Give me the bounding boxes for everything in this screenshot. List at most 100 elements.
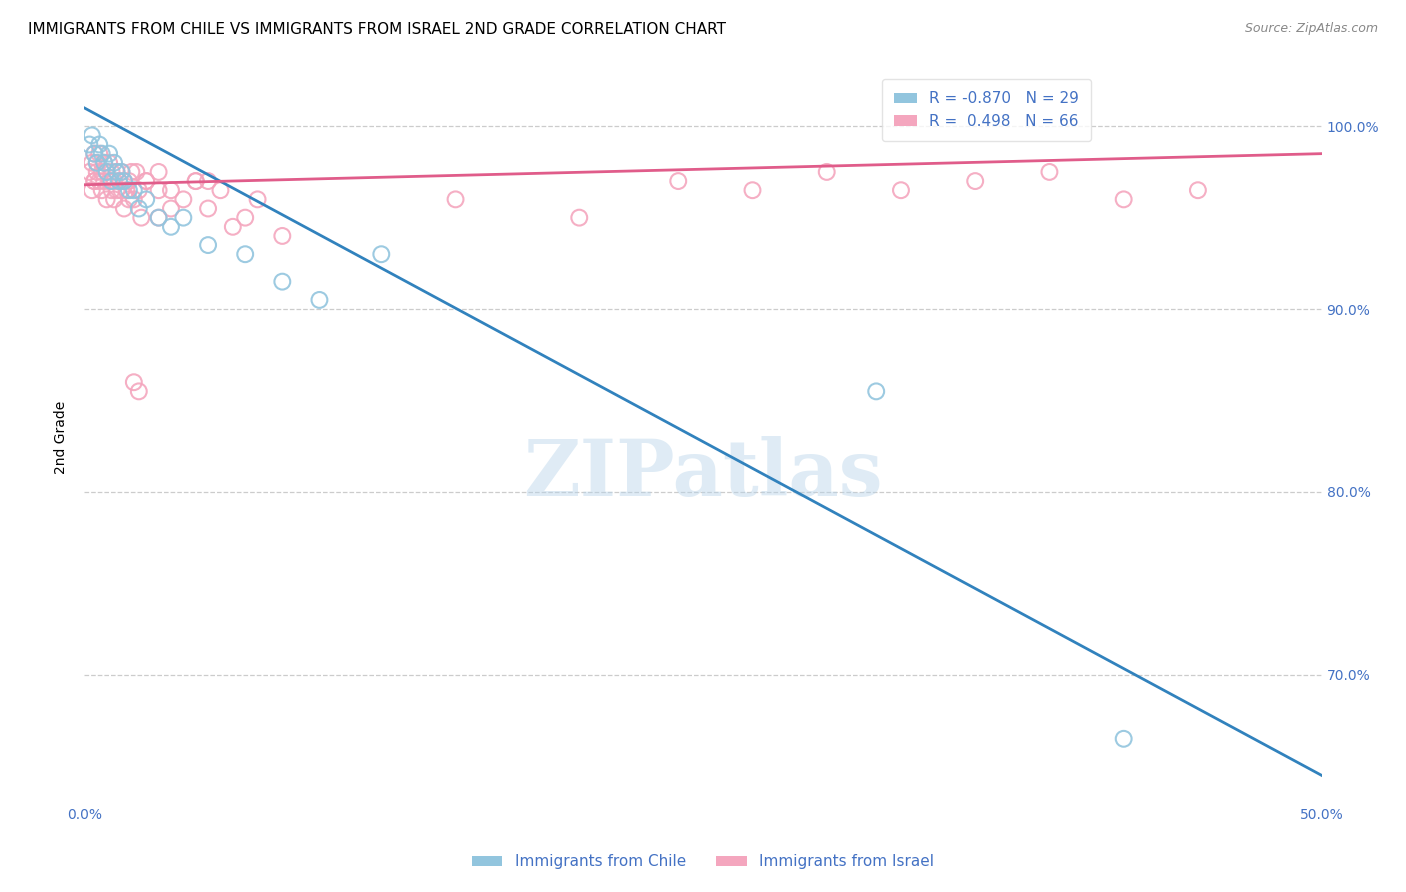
Point	[105, 165, 128, 179]
Point	[96, 193, 118, 207]
Point	[135, 174, 157, 188]
Point	[122, 183, 145, 197]
Point	[118, 193, 141, 207]
Point	[108, 174, 131, 188]
Point	[103, 156, 125, 170]
Point	[89, 174, 111, 188]
Point	[172, 211, 194, 225]
Point	[90, 165, 112, 179]
Point	[233, 247, 256, 261]
Point	[1187, 183, 1209, 197]
Point	[93, 174, 115, 188]
Point	[125, 165, 148, 179]
Legend: R = -0.870   N = 29, R =  0.498   N = 66: R = -0.870 N = 29, R = 0.498 N = 66	[882, 79, 1091, 141]
Point	[148, 211, 170, 225]
Legend: Immigrants from Chile, Immigrants from Israel: Immigrants from Chile, Immigrants from I…	[465, 848, 941, 875]
Point	[89, 137, 111, 152]
Point	[568, 211, 591, 225]
Point	[93, 156, 115, 170]
Point	[370, 247, 392, 261]
Point	[118, 174, 141, 188]
Point	[222, 219, 245, 234]
Point	[83, 174, 105, 188]
Point	[120, 165, 142, 179]
Point	[122, 376, 145, 390]
Point	[172, 193, 194, 207]
Y-axis label: 2nd Grade: 2nd Grade	[55, 401, 69, 474]
Point	[118, 183, 141, 197]
Point	[233, 211, 256, 225]
Point	[103, 193, 125, 207]
Point	[79, 137, 101, 152]
Point	[160, 183, 183, 197]
Point	[209, 183, 232, 197]
Point	[128, 202, 150, 216]
Point	[110, 165, 132, 179]
Point	[741, 183, 763, 197]
Point	[444, 193, 467, 207]
Point	[80, 183, 103, 197]
Point	[197, 174, 219, 188]
Point	[148, 183, 170, 197]
Point	[90, 146, 112, 161]
Point	[98, 156, 121, 170]
Text: IMMIGRANTS FROM CHILE VS IMMIGRANTS FROM ISRAEL 2ND GRADE CORRELATION CHART: IMMIGRANTS FROM CHILE VS IMMIGRANTS FROM…	[28, 22, 725, 37]
Point	[128, 183, 150, 197]
Point	[815, 165, 838, 179]
Point	[96, 165, 118, 179]
Point	[96, 165, 118, 179]
Point	[108, 174, 131, 188]
Point	[135, 174, 157, 188]
Point	[160, 219, 183, 234]
Point	[110, 165, 132, 179]
Point	[112, 174, 135, 188]
Point	[100, 165, 122, 179]
Point	[148, 211, 170, 225]
Text: Source: ZipAtlas.com: Source: ZipAtlas.com	[1244, 22, 1378, 36]
Point	[112, 202, 135, 216]
Point	[86, 165, 108, 179]
Point	[105, 165, 128, 179]
Point	[112, 174, 135, 188]
Point	[98, 146, 121, 161]
Point	[666, 174, 689, 188]
Point	[246, 193, 269, 207]
Point	[184, 174, 207, 188]
Point	[197, 202, 219, 216]
Point	[129, 211, 152, 225]
Point	[197, 238, 219, 252]
Point	[128, 384, 150, 399]
Point	[115, 183, 138, 197]
Point	[89, 146, 111, 161]
Point	[83, 146, 105, 161]
Point	[184, 174, 207, 188]
Text: ZIPatlas: ZIPatlas	[523, 435, 883, 512]
Point	[79, 165, 101, 179]
Point	[135, 193, 157, 207]
Point	[100, 174, 122, 188]
Point	[86, 156, 108, 170]
Point	[83, 146, 105, 161]
Point	[83, 174, 105, 188]
Point	[110, 183, 132, 197]
Point	[93, 156, 115, 170]
Point	[98, 174, 121, 188]
Point	[80, 156, 103, 170]
Point	[122, 193, 145, 207]
Point	[148, 165, 170, 179]
Point	[160, 202, 183, 216]
Point	[308, 293, 330, 307]
Point	[271, 229, 294, 244]
Point	[1112, 731, 1135, 746]
Point	[90, 183, 112, 197]
Point	[1112, 193, 1135, 207]
Point	[86, 156, 108, 170]
Point	[965, 174, 987, 188]
Point	[890, 183, 912, 197]
Point	[865, 384, 887, 399]
Point	[80, 128, 103, 143]
Point	[1038, 165, 1060, 179]
Point	[105, 183, 128, 197]
Point	[271, 275, 294, 289]
Point	[103, 174, 125, 188]
